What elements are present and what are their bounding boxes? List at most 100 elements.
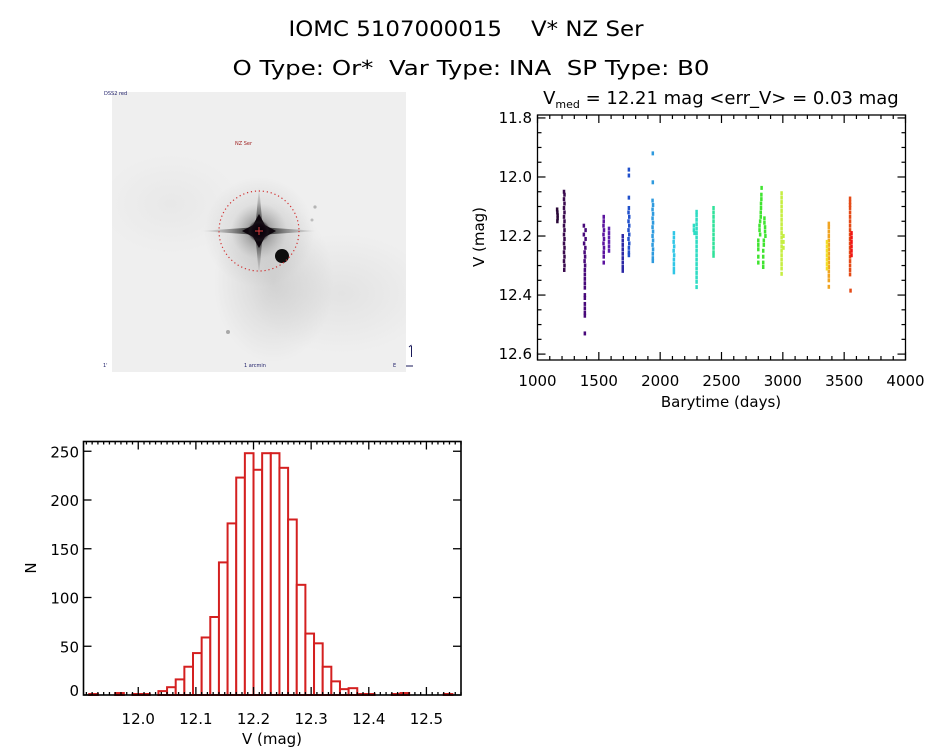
hist-x-tick-label: 12.5 — [410, 710, 443, 728]
lc-point — [563, 219, 566, 224]
lc-point — [780, 200, 783, 205]
lc-point — [602, 223, 605, 228]
light-curve-x-axis-label: Barytime (days) — [661, 393, 781, 411]
hist-bar — [192, 652, 203, 697]
lc-point — [562, 189, 566, 194]
lc-point — [584, 228, 587, 233]
lc-point — [827, 225, 831, 230]
lc-y-tick-label: 12.2 — [499, 227, 532, 245]
light-curve-title: Vmed = 12.21 mag <err_V> = 0.03 mag — [503, 88, 927, 111]
lc-point — [712, 253, 715, 258]
hist-bar — [235, 476, 246, 696]
lc-point — [583, 301, 587, 306]
lc-point — [672, 239, 675, 244]
lc-point — [850, 231, 853, 236]
lc-point — [621, 251, 624, 256]
lc-point — [627, 219, 630, 224]
lc-point — [562, 259, 566, 264]
lc-point — [695, 239, 698, 244]
lc-point — [758, 232, 762, 237]
lc-x-tick-label: 2500 — [702, 372, 740, 390]
lc-point — [562, 205, 566, 210]
lc-point — [695, 231, 698, 236]
lc-point — [583, 293, 587, 298]
lc-series-season-14b — [825, 239, 829, 271]
lc-point — [651, 203, 655, 208]
lc-point — [780, 217, 783, 222]
lc-y-tick-label: 12.0 — [499, 168, 532, 186]
faint-star — [310, 218, 314, 222]
lc-point — [780, 231, 783, 236]
lc-point — [780, 222, 783, 227]
lc-point — [759, 201, 763, 206]
lc-point — [583, 254, 587, 259]
lc-point — [583, 263, 587, 268]
lc-point — [757, 247, 760, 252]
lc-point — [827, 242, 831, 247]
lc-series-season-5 — [607, 226, 611, 253]
lc-point — [848, 210, 852, 215]
histogram-axes: 12.0 12.1 12.2 12.3 12.4 12.5 0 50 100 150 200 250 — [50, 440, 462, 728]
lc-point — [712, 236, 715, 241]
lc-point — [780, 266, 783, 271]
lc-point — [602, 219, 605, 224]
lc-point — [563, 254, 566, 259]
light-curve-points — [555, 151, 853, 336]
lc-x-tick-label: 3500 — [825, 372, 863, 390]
lc-point — [563, 192, 566, 197]
lc-point — [607, 248, 611, 253]
lc-point — [583, 285, 587, 290]
lc-point — [627, 245, 631, 250]
lc-point — [583, 310, 587, 315]
lc-point — [602, 245, 606, 250]
lc-series-season-10 — [692, 209, 698, 290]
lc-point — [848, 196, 852, 201]
lc-point — [782, 239, 785, 244]
lc-point — [621, 256, 624, 261]
lc-series-season-9 — [672, 231, 676, 275]
lc-point — [695, 253, 698, 258]
lc-point — [627, 210, 630, 215]
lc-point — [712, 232, 715, 237]
lc-point — [563, 263, 566, 268]
lc-point — [672, 270, 676, 275]
lc-point — [780, 226, 783, 231]
lc-point — [621, 265, 624, 270]
hist-bar — [338, 688, 350, 697]
lc-point — [607, 235, 611, 240]
lc-point — [757, 242, 760, 247]
lc-point — [651, 234, 654, 239]
lc-point — [695, 275, 698, 280]
lc-point — [758, 219, 762, 224]
lc-point — [695, 235, 698, 240]
lc-point — [695, 248, 698, 253]
lc-x-tick-label: 4000 — [886, 372, 924, 390]
lc-point — [827, 273, 831, 278]
lc-point — [850, 235, 853, 240]
lc-series-season-2 — [562, 189, 566, 272]
lc-point — [555, 207, 559, 212]
lc-point — [584, 236, 587, 241]
lc-point — [763, 216, 766, 221]
lc-point — [651, 198, 654, 203]
histogram-x-axis-label: V (mag) — [242, 730, 302, 747]
lc-point — [763, 220, 766, 225]
lc-point — [602, 260, 605, 265]
lc-point — [848, 263, 852, 268]
lc-point — [556, 216, 559, 221]
lc-point — [628, 223, 631, 228]
hist-plot-frame — [82, 440, 462, 696]
hist-bar — [321, 665, 333, 696]
hist-bar — [243, 452, 255, 697]
lc-point — [848, 219, 852, 224]
lc-point — [627, 195, 631, 200]
lc-point — [712, 245, 715, 250]
light-curve-title-main: V — [543, 88, 556, 109]
lc-point — [850, 239, 853, 244]
lc-point — [695, 213, 698, 218]
lc-point — [628, 241, 631, 246]
lc-point — [848, 272, 852, 277]
lc-point — [848, 214, 852, 219]
lc-point — [758, 223, 761, 228]
lc-point — [621, 268, 624, 273]
